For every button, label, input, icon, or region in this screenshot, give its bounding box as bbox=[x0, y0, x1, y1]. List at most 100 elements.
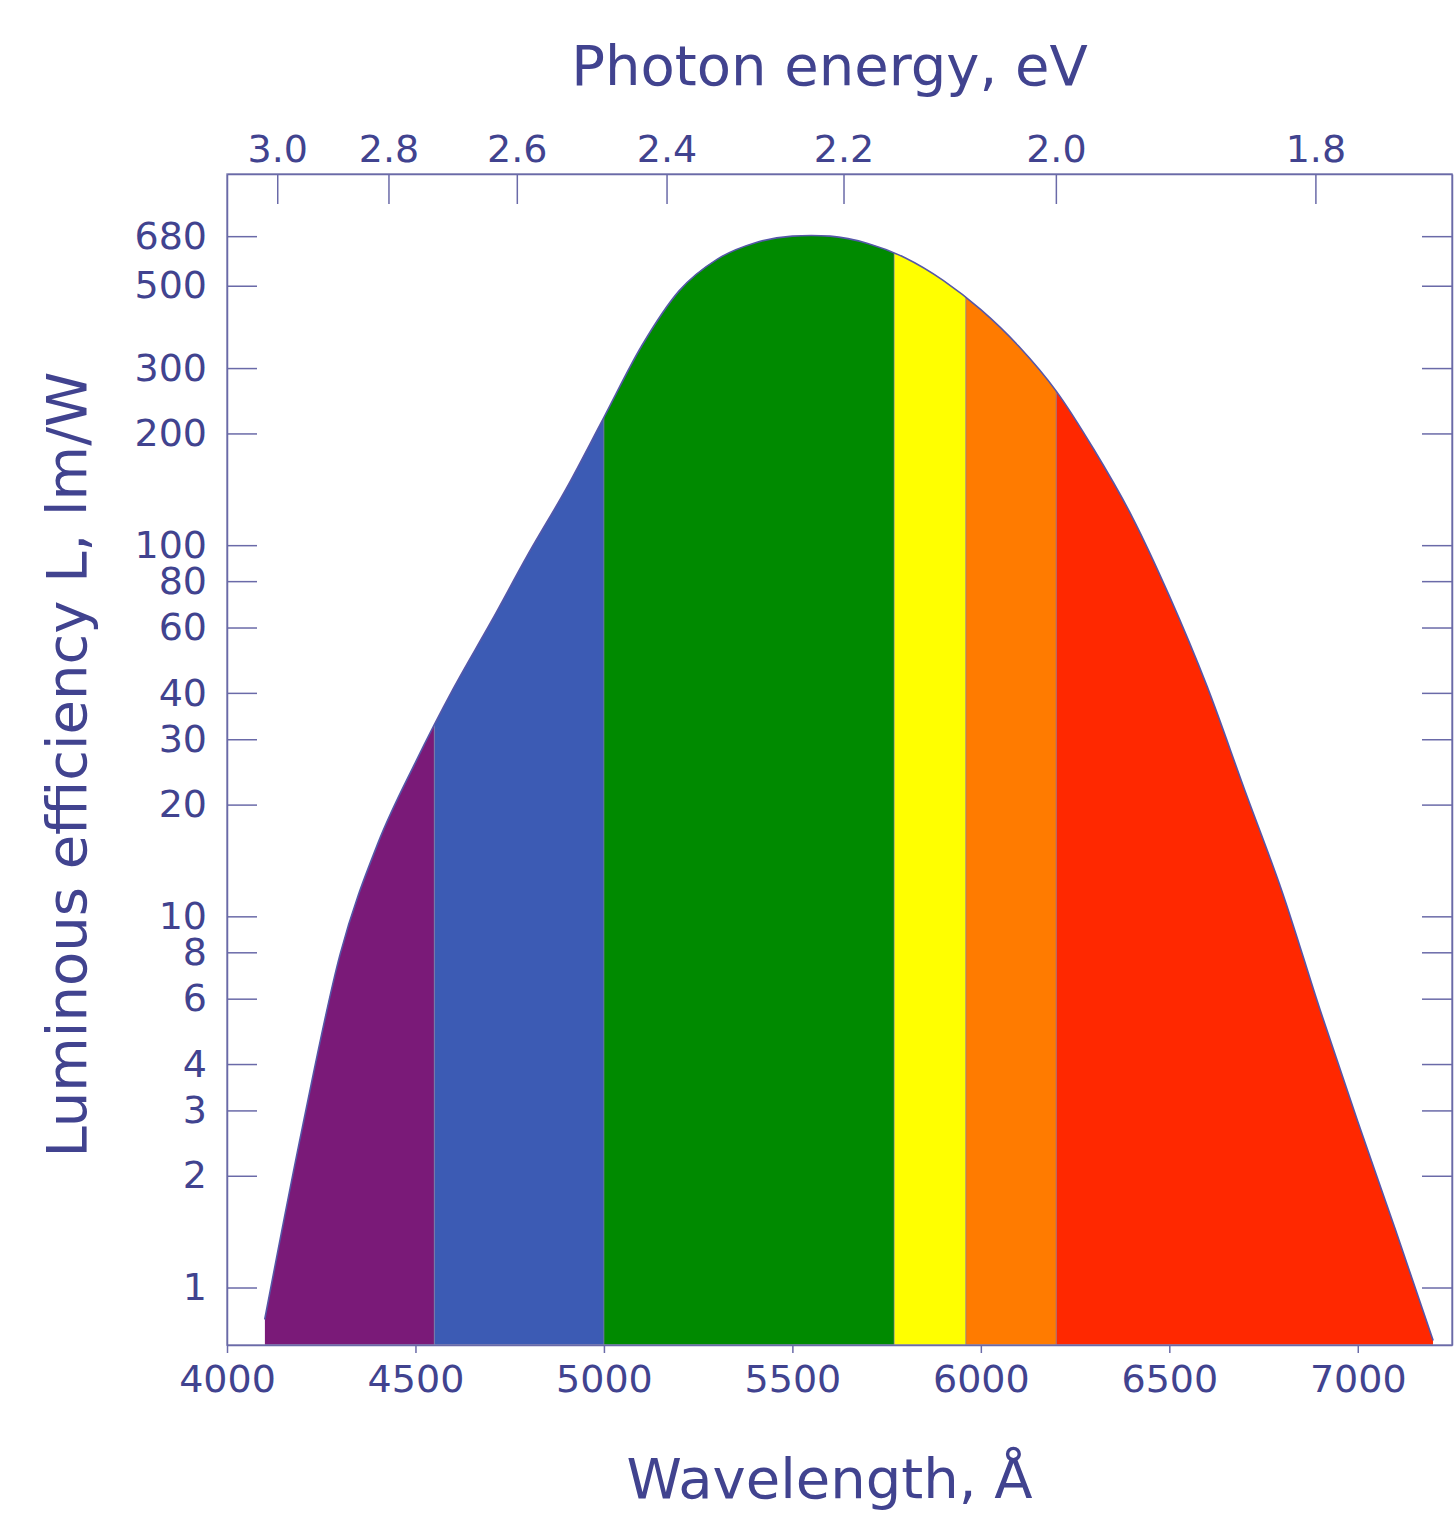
band-area bbox=[434, 235, 604, 1345]
tick-mark bbox=[1422, 545, 1452, 547]
tick-mark bbox=[1422, 581, 1452, 583]
tick bbox=[1422, 916, 1452, 917]
tick-mark bbox=[1169, 1345, 1171, 1353]
tick-mark bbox=[1422, 952, 1452, 954]
axis bbox=[1422, 175, 1453, 1346]
tick: 2.8 bbox=[359, 127, 419, 204]
tick: 2.6 bbox=[487, 127, 547, 204]
tick-mark bbox=[1422, 739, 1452, 741]
tick-mark bbox=[227, 581, 257, 583]
tick-mark bbox=[227, 952, 257, 954]
tick bbox=[1422, 286, 1452, 287]
tick-mark bbox=[1315, 174, 1317, 204]
tick-mark bbox=[388, 174, 390, 204]
tick-mark bbox=[666, 174, 668, 204]
tick bbox=[1422, 545, 1452, 546]
tick-label: 680 bbox=[134, 214, 207, 258]
band-divider bbox=[434, 174, 435, 1345]
tick bbox=[1422, 693, 1452, 694]
tick: 5500 bbox=[745, 1345, 842, 1401]
axis-line bbox=[1452, 175, 1454, 1346]
tick bbox=[1422, 581, 1452, 582]
tick-mark bbox=[1422, 627, 1452, 629]
tick: 2.2 bbox=[814, 127, 874, 204]
tick-label: 300 bbox=[134, 346, 207, 390]
band-area bbox=[894, 235, 966, 1345]
band-area bbox=[1056, 235, 1433, 1345]
tick-label: 60 bbox=[159, 605, 207, 649]
tick: 40 bbox=[159, 671, 257, 715]
tick-mark bbox=[227, 433, 257, 435]
band-group bbox=[1056, 235, 1433, 1345]
tick: 1.8 bbox=[1286, 127, 1346, 204]
tick-label: 40 bbox=[159, 671, 207, 715]
tick-label: 3 bbox=[183, 1088, 207, 1132]
band-group bbox=[966, 235, 1056, 1345]
tick: 1 bbox=[183, 1265, 257, 1309]
chart: 1234681020304060801002003005006804000450… bbox=[0, 0, 1456, 1531]
axis-title: Wavelength, Å bbox=[626, 1446, 1032, 1511]
band-group bbox=[434, 235, 604, 1345]
tick-mark bbox=[1056, 174, 1058, 204]
band-dividers bbox=[434, 174, 1056, 1345]
tick: 2.4 bbox=[637, 127, 697, 204]
tick-mark bbox=[227, 1110, 257, 1112]
tick bbox=[1422, 1064, 1452, 1065]
tick-mark bbox=[1422, 1287, 1452, 1289]
tick-label: 20 bbox=[159, 782, 207, 826]
tick-label: 2.8 bbox=[359, 127, 419, 171]
tick-label: 5000 bbox=[556, 1357, 653, 1401]
tick-mark bbox=[227, 916, 257, 918]
tick-label: 200 bbox=[134, 411, 207, 455]
tick-label: 4000 bbox=[179, 1357, 276, 1401]
tick: 4000 bbox=[179, 1345, 276, 1401]
curve-line bbox=[265, 235, 1433, 1340]
tick: 10 bbox=[159, 894, 257, 938]
tick bbox=[1422, 805, 1452, 806]
tick-mark bbox=[792, 1345, 794, 1353]
band-group bbox=[604, 235, 894, 1345]
tick: 30 bbox=[159, 717, 257, 761]
tick: 60 bbox=[159, 605, 257, 649]
tick-mark bbox=[227, 998, 257, 1000]
tick-mark bbox=[1422, 368, 1452, 370]
tick: 500 bbox=[134, 263, 257, 307]
axis-title: Photon energy, eV bbox=[571, 33, 1088, 98]
tick-label: 6500 bbox=[1121, 1357, 1218, 1401]
tick bbox=[1422, 1288, 1452, 1289]
tick bbox=[1422, 739, 1452, 740]
tick: 6 bbox=[183, 976, 257, 1020]
tick-mark bbox=[227, 1345, 229, 1353]
tick: 2 bbox=[183, 1153, 257, 1197]
tick-mark bbox=[1422, 236, 1452, 238]
band-area bbox=[265, 235, 435, 1345]
tick-label: 1.8 bbox=[1286, 127, 1346, 171]
tick-mark bbox=[981, 1345, 983, 1353]
tick: 4500 bbox=[368, 1345, 465, 1401]
tick-label: 3.0 bbox=[248, 127, 308, 171]
tick-label: 2.0 bbox=[1026, 127, 1086, 171]
tick-label: 2.6 bbox=[487, 127, 547, 171]
tick-label: 1 bbox=[183, 1265, 207, 1309]
tick-mark bbox=[227, 1064, 257, 1066]
tick: 20 bbox=[159, 782, 257, 826]
tick-label: 500 bbox=[134, 263, 207, 307]
axis-line bbox=[227, 175, 229, 1346]
tick bbox=[1422, 952, 1452, 953]
band-divider bbox=[965, 174, 966, 1345]
tick: 200 bbox=[134, 411, 257, 455]
tick-label: 6 bbox=[183, 976, 207, 1020]
tick-mark bbox=[1422, 1110, 1452, 1112]
tick bbox=[1422, 1110, 1452, 1111]
tick: 6500 bbox=[1121, 1345, 1218, 1401]
tick-mark bbox=[227, 739, 257, 741]
tick bbox=[1422, 628, 1452, 629]
tick-mark bbox=[1422, 1176, 1452, 1178]
band-area bbox=[966, 235, 1056, 1345]
tick-label: 2.4 bbox=[637, 127, 697, 171]
tick: 5000 bbox=[556, 1345, 653, 1401]
band-group bbox=[265, 235, 435, 1345]
axis: 123468102030406080100200300500680 bbox=[134, 175, 257, 1346]
tick-label: 5500 bbox=[745, 1357, 842, 1401]
axis-line bbox=[228, 1345, 1453, 1347]
